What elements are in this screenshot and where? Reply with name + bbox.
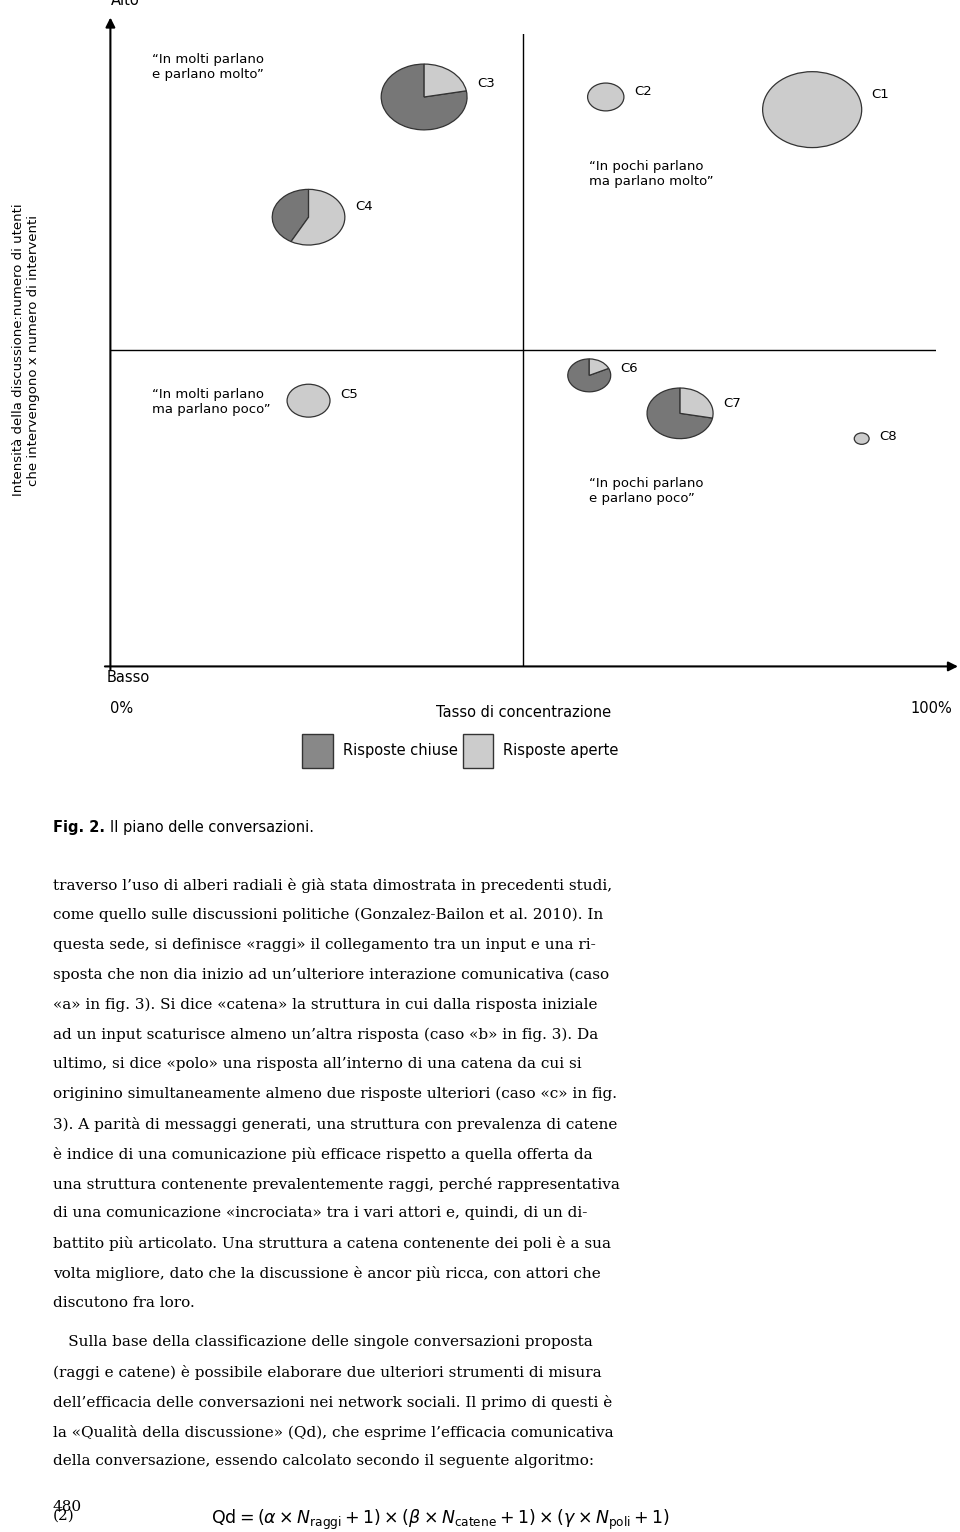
- Text: sposta che non dia inizio ad un’ulteriore interazione comunicativa (caso: sposta che non dia inizio ad un’ulterior…: [53, 968, 609, 982]
- Wedge shape: [424, 64, 467, 97]
- Text: discutono fra loro.: discutono fra loro.: [53, 1296, 195, 1310]
- Text: C4: C4: [355, 199, 372, 213]
- Text: Risposte chiuse: Risposte chiuse: [343, 743, 458, 758]
- Wedge shape: [273, 190, 308, 242]
- Text: ultimo, si dice «polo» una risposta all’interno di una catena da cui si: ultimo, si dice «polo» una risposta all’…: [53, 1057, 582, 1071]
- Text: “In molti parlano
e parlano molto”: “In molti parlano e parlano molto”: [152, 52, 264, 81]
- Text: battito più articolato. Una struttura a catena contenente dei poli è a sua: battito più articolato. Una struttura a …: [53, 1236, 611, 1252]
- Text: $\mathrm{Qd} = (\alpha \times N_{\mathrm{raggi}} + 1)\times (\beta \times N_{\ma: $\mathrm{Qd} = (\alpha \times N_{\mathrm…: [211, 1507, 670, 1532]
- Text: Intensità della discussione:numero di utenti
che intervengono x numero di interv: Intensità della discussione:numero di ut…: [12, 204, 39, 496]
- Text: C2: C2: [634, 84, 652, 98]
- Text: (2): (2): [53, 1507, 75, 1523]
- Circle shape: [588, 83, 624, 110]
- Text: Alto: Alto: [110, 0, 139, 8]
- Text: Il piano delle conversazioni.: Il piano delle conversazioni.: [110, 820, 314, 835]
- Text: ad un input scaturisce almeno un’altra risposta (caso «b» in fig. 3). Da: ad un input scaturisce almeno un’altra r…: [53, 1028, 598, 1042]
- Text: “In molti parlano
ma parlano poco”: “In molti parlano ma parlano poco”: [152, 388, 271, 417]
- Text: Sulla base della classificazione delle singole conversazioni proposta: Sulla base della classificazione delle s…: [53, 1334, 592, 1348]
- Text: originino simultaneamente almeno due risposte ulteriori (caso «c» in fig.: originino simultaneamente almeno due ris…: [53, 1088, 616, 1102]
- Text: C5: C5: [340, 388, 358, 400]
- Circle shape: [854, 434, 869, 444]
- Text: 3). A parità di messaggi generati, una struttura con prevalenza di catene: 3). A parità di messaggi generati, una s…: [53, 1117, 617, 1132]
- Text: dell’efficacia delle conversazioni nei network sociali. Il primo di questi è: dell’efficacia delle conversazioni nei n…: [53, 1394, 612, 1409]
- Text: «a» in fig. 3). Si dice «catena» la struttura in cui dalla risposta iniziale: «a» in fig. 3). Si dice «catena» la stru…: [53, 997, 597, 1011]
- Wedge shape: [381, 64, 468, 130]
- Text: della conversazione, essendo calcolato secondo il seguente algoritmo:: della conversazione, essendo calcolato s…: [53, 1454, 594, 1468]
- Text: la «Qualità della discussione» (Qd), che esprime l’efficacia comunicativa: la «Qualità della discussione» (Qd), che…: [53, 1425, 613, 1440]
- Wedge shape: [680, 388, 713, 418]
- Text: volta migliore, dato che la discussione è ancor più ricca, con attori che: volta migliore, dato che la discussione …: [53, 1267, 601, 1281]
- Text: Fig. 2.: Fig. 2.: [53, 820, 105, 835]
- Text: C1: C1: [872, 87, 889, 101]
- Circle shape: [287, 385, 330, 417]
- Text: 100%: 100%: [911, 702, 952, 717]
- Text: di una comunicazione «incrociata» tra i vari attori e, quindi, di un di-: di una comunicazione «incrociata» tra i …: [53, 1207, 588, 1221]
- Text: Tasso di concentrazione: Tasso di concentrazione: [436, 705, 611, 720]
- Text: Basso: Basso: [107, 669, 150, 685]
- Text: C3: C3: [477, 77, 494, 90]
- Circle shape: [762, 72, 862, 147]
- Text: (raggi e catene) è possibile elaborare due ulteriori strumenti di misura: (raggi e catene) è possibile elaborare d…: [53, 1365, 601, 1380]
- Wedge shape: [291, 190, 345, 245]
- Text: una struttura contenente prevalentemente raggi, perché rappresentativa: una struttura contenente prevalentemente…: [53, 1177, 619, 1192]
- Wedge shape: [589, 358, 609, 375]
- Text: C6: C6: [620, 362, 638, 375]
- Text: 0%: 0%: [110, 702, 133, 717]
- Text: questa sede, si definisce «raggi» il collegamento tra un input e una ri-: questa sede, si definisce «raggi» il col…: [53, 938, 595, 951]
- Text: “In pochi parlano
ma parlano molto”: “In pochi parlano ma parlano molto”: [589, 161, 714, 188]
- Text: C8: C8: [879, 430, 897, 443]
- Text: traverso l’uso di alberi radiali è già stata dimostrata in precedenti studi,: traverso l’uso di alberi radiali è già s…: [53, 878, 612, 893]
- Text: 480: 480: [53, 1500, 82, 1514]
- Text: “In pochi parlano
e parlano poco”: “In pochi parlano e parlano poco”: [589, 476, 704, 504]
- Text: come quello sulle discussioni politiche (Gonzalez-Bailon et al. 2010). In: come quello sulle discussioni politiche …: [53, 907, 603, 922]
- Text: Risposte aperte: Risposte aperte: [503, 743, 618, 758]
- Wedge shape: [647, 388, 712, 438]
- Text: è indice di una comunicazione più efficace rispetto a quella offerta da: è indice di una comunicazione più effica…: [53, 1147, 592, 1161]
- Text: C7: C7: [723, 397, 741, 409]
- Wedge shape: [567, 358, 611, 392]
